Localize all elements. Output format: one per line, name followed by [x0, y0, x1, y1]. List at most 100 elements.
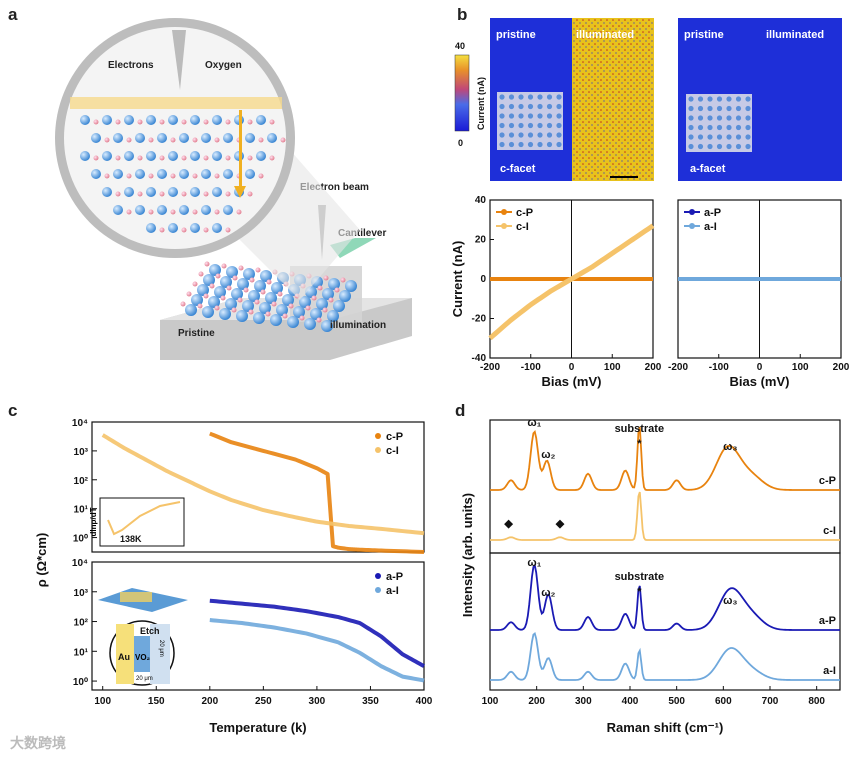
lattice-atom: [546, 113, 553, 119]
x-tick-label: 800: [808, 696, 825, 707]
inset-dlnrho: [99, 497, 185, 547]
depth-arrow-head: [234, 186, 246, 198]
slab-vanadium-atom: [310, 308, 322, 320]
lattice-atom: [527, 122, 534, 129]
slab-vanadium-atom: [299, 296, 311, 308]
lattice-atom: [716, 115, 723, 121]
pristine-label: Pristine: [178, 328, 215, 339]
oxygen-atom: [181, 119, 187, 125]
c-map-pristine: pristine: [496, 29, 536, 41]
scale-bar: [610, 176, 638, 178]
lattice-bg: [497, 92, 563, 150]
lattice-atom: [707, 96, 713, 102]
lattice-atom: [726, 124, 732, 131]
lattice-atom: [697, 96, 704, 102]
lattice-atom: [735, 105, 742, 112]
y-tick-label: 10²: [74, 476, 89, 487]
y-tick-label: -20: [472, 314, 487, 325]
oxygen-atom: [148, 173, 154, 179]
vanadium-atom: [113, 169, 123, 179]
oxygen-atom: [181, 155, 187, 161]
slab-oxygen-atom: [271, 301, 277, 307]
slab-vanadium-atom: [231, 288, 243, 300]
vanadium-atom: [223, 133, 233, 143]
x-tick-label: 250: [255, 696, 272, 707]
lattice-atom: [707, 124, 713, 131]
vanadium-atom: [223, 205, 233, 215]
slab-vanadium-atom: [287, 316, 299, 328]
slab-oxygen-atom: [192, 281, 198, 287]
axes-frame: [91, 561, 425, 691]
slab-vanadium-atom: [304, 318, 316, 330]
slab-oxygen-atom: [198, 271, 204, 277]
colorbar-max: 40: [455, 41, 465, 51]
axes-frame: [489, 419, 841, 554]
legend-marker-a-I: [689, 223, 695, 229]
vanadium-atom: [168, 187, 178, 197]
oxygen-atom: [258, 173, 264, 179]
slab-vanadium-atom: [253, 312, 265, 324]
y-tick-label: 10⁴: [72, 418, 88, 429]
lattice-atom: [499, 141, 505, 148]
slab-oxygen-atom: [248, 309, 254, 315]
x-tick-label: 150: [148, 696, 165, 707]
slab-vanadium-atom: [259, 302, 271, 314]
etch-region: [150, 624, 170, 684]
omega2-top: ω₂: [541, 449, 555, 461]
x-tick-label: 0: [569, 362, 575, 373]
oxygen-atom: [225, 191, 231, 197]
y-axis-label: Intensity (arb. units): [460, 493, 475, 617]
slab-oxygen-atom: [231, 307, 237, 313]
vanadium-atom: [212, 115, 222, 125]
panel-label-c: c: [8, 401, 17, 420]
lattice-atom: [508, 113, 515, 119]
raman-chart: c-P c-I a-P a-I 100 200 300 400 500 600 700 800 Rama…: [460, 417, 841, 735]
oxygen-atom: [203, 191, 209, 197]
vanadium-atom: [190, 187, 200, 197]
lattice-atom: [508, 141, 515, 148]
lattice-atom: [688, 96, 694, 102]
slab-oxygen-atom: [305, 305, 311, 311]
slab-oxygen-atom: [260, 289, 266, 295]
slab-oxygen-atom: [221, 263, 227, 269]
y-tick-label: 10⁰: [73, 534, 88, 545]
oxygen-atom: [225, 155, 231, 161]
x-tick-label: -200: [668, 362, 688, 373]
y-tick-label: 10²: [74, 618, 89, 629]
width-label: 20 μm: [136, 676, 153, 682]
slab-vanadium-atom: [225, 298, 237, 310]
panel-label-d: d: [455, 401, 465, 420]
oxygen-atom: [214, 209, 220, 215]
lattice-atom: [508, 132, 515, 138]
lattice-atom: [716, 134, 723, 140]
lattice-atom: [745, 124, 751, 131]
legend-label-a-I: a-I: [704, 221, 717, 233]
legend-label-c-P: c-P: [386, 431, 403, 443]
y-tick-label: -40: [472, 353, 487, 364]
lattice-atom: [527, 132, 534, 138]
vanadium-atom: [256, 115, 266, 125]
vanadium-atom: [201, 205, 211, 215]
circle-beam: [172, 30, 186, 90]
c-facet-lattice: [497, 92, 563, 150]
lattice-atom: [688, 105, 694, 112]
vanadium-atom: [212, 223, 222, 233]
electron-beam-label: Electron beam: [300, 182, 369, 193]
slab-oxygen-atom: [254, 299, 260, 305]
vanadium-atom: [146, 187, 156, 197]
oxygen-atom: [93, 155, 99, 161]
vanadium-atom: [102, 187, 112, 197]
oxygen-atom: [115, 119, 121, 125]
oxygen-atom: [170, 173, 176, 179]
vanadium-atom: [124, 151, 134, 161]
lattice-atom: [537, 122, 543, 129]
lattice-atom: [716, 143, 723, 150]
circle-atoms: [80, 115, 286, 233]
slab-vanadium-atom: [236, 310, 248, 322]
lattice-atom: [499, 132, 505, 138]
oxygen-atom: [269, 155, 275, 161]
oxygen-atom: [159, 227, 165, 233]
vanadium-atom: [168, 151, 178, 161]
x-tick-label: 300: [575, 696, 592, 707]
oxygen-atom: [126, 137, 132, 143]
